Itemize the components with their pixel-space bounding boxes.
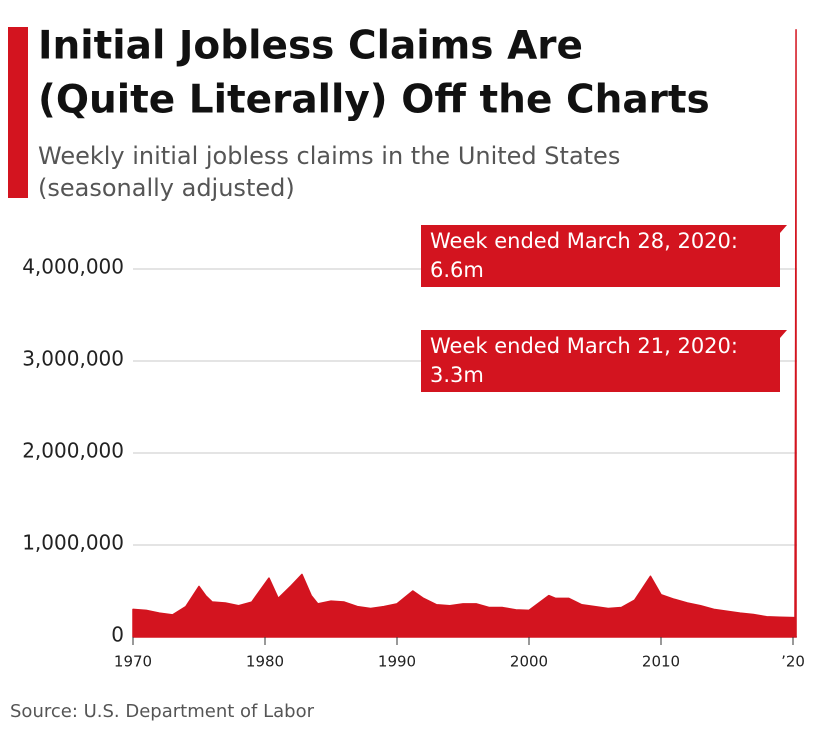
x-tick-label: 2010	[642, 653, 680, 671]
area	[132, 29, 797, 638]
y-tick-label: 1,000,000	[22, 531, 124, 555]
annotation-text: 3.3m	[430, 363, 484, 387]
subtitle: (seasonally adjusted)	[38, 174, 295, 202]
accent-bar	[8, 27, 28, 198]
x-tick-label: 2000	[510, 653, 548, 671]
chart-title: (Quite Literally) Off the Charts	[38, 78, 710, 123]
annotation-text: Week ended March 21, 2020:	[430, 334, 738, 358]
subtitle: Weekly initial jobless claims in the Uni…	[38, 142, 620, 170]
y-tick-label: 4,000,000	[22, 255, 124, 279]
annotation-box	[421, 225, 787, 287]
y-tick-label: 2,000,000	[22, 439, 124, 463]
x-tick-label: 1980	[246, 653, 284, 671]
y-tick-label: 0	[111, 623, 124, 647]
annotation-text: Week ended March 28, 2020:	[430, 229, 738, 253]
annotation-box	[421, 330, 787, 392]
x-tick-label: 1990	[378, 653, 416, 671]
source: Source: U.S. Department of Labor	[10, 701, 315, 722]
annotation-text: 6.6m	[430, 258, 484, 282]
x-tick-label: 1970	[114, 653, 152, 671]
x-tick-label: ’20	[781, 653, 805, 671]
y-tick-label: 3,000,000	[22, 347, 124, 371]
chart-title: Initial Jobless Claims Are	[38, 24, 583, 69]
